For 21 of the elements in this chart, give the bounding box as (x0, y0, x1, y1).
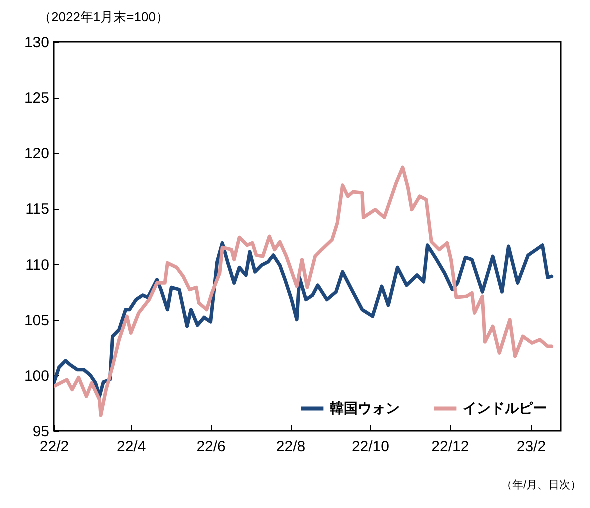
line-series (54, 241, 554, 398)
y-tick-label: 120 (24, 146, 50, 163)
legend-label: 韓国ウォン (330, 400, 400, 416)
y-tick-label: 110 (26, 256, 50, 274)
y-tick-label: 115 (26, 201, 50, 218)
x-tick-label: 22/2 (40, 438, 70, 456)
x-axis-title: （年/月、日次） (501, 480, 582, 492)
x-tick-label: 22/4 (116, 438, 146, 456)
line-series (54, 166, 554, 418)
x-tick-label: 22/10 (352, 438, 390, 456)
y-axis-title: （2022年1月末=100） (38, 10, 169, 24)
y-tick-label: 105 (24, 312, 50, 330)
legend-label: インドルピー (463, 400, 547, 416)
y-tick-label: 100 (24, 368, 50, 385)
x-tick-label: 22/8 (276, 438, 306, 456)
y-tick-label: 125 (24, 90, 50, 108)
y-tick-label: 95 (32, 424, 50, 440)
x-tick-label: 22/6 (196, 438, 226, 456)
x-tick-label: 22/12 (432, 438, 470, 456)
x-tick-label: 23/2 (516, 438, 546, 456)
y-tick-label: 130 (24, 34, 50, 52)
